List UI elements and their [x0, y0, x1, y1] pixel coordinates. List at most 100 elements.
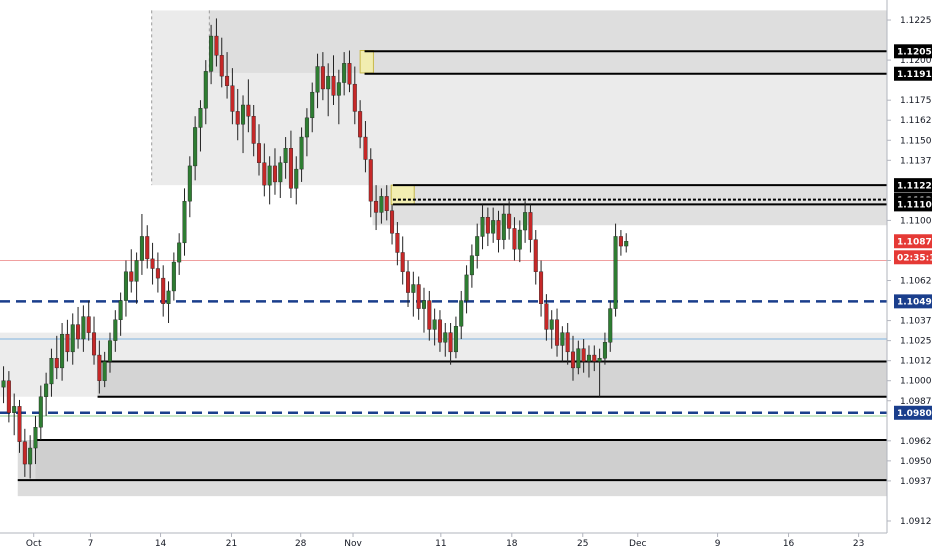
- candle-down: [368, 159, 373, 202]
- candle-up: [44, 383, 49, 397]
- candle-down: [485, 217, 490, 234]
- candle-down: [17, 406, 22, 442]
- candle-up: [241, 104, 246, 125]
- time-tick-label: 18: [506, 539, 518, 549]
- candle-down: [92, 332, 97, 356]
- candle-down: [395, 233, 400, 253]
- price-labels-layer: 1.120551.119151.112201.111301.111001.108…: [894, 44, 932, 420]
- candle-up: [342, 63, 347, 83]
- price-tick-label: 1.11750: [900, 96, 932, 106]
- candle-down: [384, 196, 389, 211]
- candles-layer: [1, 18, 629, 479]
- candle-up: [113, 319, 118, 341]
- time-tick-label: 11: [435, 539, 446, 549]
- candle-up: [182, 200, 187, 244]
- price-badge-label: 1.10495: [897, 298, 932, 308]
- candle-up: [421, 300, 426, 309]
- candle-up: [326, 75, 331, 90]
- candle-down: [76, 324, 81, 340]
- price-badge[interactable]: [894, 197, 932, 212]
- candle-up: [203, 71, 208, 109]
- price-badge-label: 1.11100: [897, 201, 932, 211]
- candle-up: [70, 324, 75, 353]
- candle-down: [230, 85, 235, 112]
- candle-down: [262, 162, 267, 186]
- time-tick-label: 23: [853, 539, 864, 549]
- price-badge-label: 1.09800: [897, 409, 932, 419]
- candle-down: [363, 136, 368, 160]
- price-badge[interactable]: [894, 66, 932, 81]
- candle-down: [129, 271, 134, 282]
- highlight-box: [390, 184, 415, 205]
- candle-up: [81, 316, 86, 340]
- price-tick-label: 1.11000: [900, 216, 932, 226]
- candle-up: [491, 220, 496, 234]
- candle-up: [602, 342, 607, 359]
- candle-down: [65, 334, 70, 353]
- candle-down: [347, 63, 352, 85]
- zones-layer: [0, 10, 888, 497]
- candle-down: [352, 83, 357, 112]
- price-badge[interactable]: [894, 178, 932, 193]
- candle-up: [464, 274, 469, 301]
- candle-up: [379, 196, 384, 213]
- price-tick-label: 1.12250: [900, 16, 932, 26]
- candle-up: [549, 319, 554, 330]
- time-axis[interactable]: Oct 7 14 21 28 Nov 11 18 25 Dec 9 16 23: [0, 532, 887, 549]
- price-tick-label: 1.10625: [900, 277, 932, 287]
- candle-down: [400, 252, 405, 272]
- candle-up: [310, 91, 315, 119]
- candle-down: [235, 111, 240, 125]
- candle-down: [97, 354, 102, 381]
- price-badge-label: 1.11915: [897, 70, 932, 80]
- candle-up: [187, 165, 192, 202]
- candle-down: [533, 239, 538, 272]
- candle-down: [437, 319, 442, 343]
- price-badge[interactable]: [894, 234, 932, 249]
- candle-up: [283, 148, 288, 163]
- time-tick-label: Nov: [344, 539, 362, 549]
- candle-down: [257, 143, 262, 163]
- candle-up: [523, 212, 528, 231]
- candle-up: [134, 260, 139, 282]
- candle-up: [432, 319, 437, 330]
- candle-up: [123, 271, 128, 301]
- price-tick-label: 1.11500: [900, 136, 932, 146]
- candle-up: [411, 284, 416, 293]
- candle-up: [613, 236, 618, 309]
- time-tick-label: 7: [88, 539, 94, 549]
- price-badge-label: 02:35:17: [897, 253, 932, 263]
- time-tick-label: 16: [783, 539, 795, 549]
- candle-down: [161, 277, 166, 304]
- time-tick-label: 9: [715, 539, 721, 549]
- candle-down: [539, 271, 544, 304]
- candle-up: [480, 217, 485, 237]
- candle-up: [517, 229, 522, 250]
- candle-down: [565, 332, 570, 353]
- candle-down: [6, 380, 11, 413]
- price-badge[interactable]: [894, 405, 932, 420]
- candle-down: [22, 441, 27, 465]
- candle-down: [416, 284, 421, 309]
- price-tick-label: 1.11375: [900, 156, 932, 166]
- price-axis[interactable]: 1.12250 1.12000 1.11750 1.11625 1.11500 1.113…: [886, 0, 932, 550]
- candle-up: [166, 290, 171, 304]
- candle-up: [107, 340, 112, 362]
- price-badge[interactable]: [894, 250, 932, 265]
- price-tick-label: 1.09375: [900, 477, 932, 487]
- price-badge[interactable]: [894, 294, 932, 309]
- candle-down: [390, 210, 395, 234]
- price-badge[interactable]: [894, 44, 932, 59]
- candle-up: [453, 326, 458, 353]
- price-tick-label: 1.09875: [900, 397, 932, 407]
- candle-up: [336, 82, 341, 96]
- price-tick-label: 1.10000: [900, 377, 932, 387]
- candle-up: [304, 117, 309, 138]
- candle-up: [475, 236, 480, 256]
- candle-up: [459, 300, 464, 327]
- candle-down: [150, 258, 155, 269]
- candle-down: [618, 236, 623, 247]
- time-tick-label: Oct: [26, 539, 42, 549]
- candle-down: [581, 348, 586, 362]
